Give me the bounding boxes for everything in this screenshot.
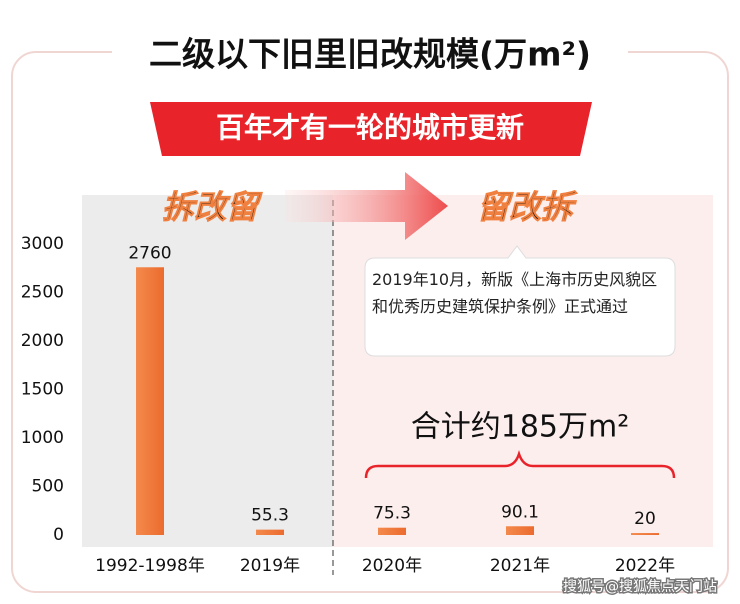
value-label: 20 — [634, 509, 656, 529]
x-tick-label: 2021年 — [490, 556, 550, 576]
y-tick-label: 500 — [32, 477, 64, 497]
bar — [136, 267, 164, 535]
y-tick-label: 1500 — [21, 380, 64, 400]
watermark: 搜狐号@搜狐焦点天门站 — [563, 579, 717, 595]
value-label: 2760 — [128, 243, 171, 263]
brace — [364, 450, 676, 479]
y-tick-label: 3000 — [21, 234, 64, 254]
title-bg — [112, 36, 628, 76]
y-tick-label: 1000 — [21, 428, 64, 448]
banner — [150, 102, 592, 156]
bar — [256, 529, 284, 535]
x-tick-label: 2019年 — [240, 556, 300, 576]
left-panel — [82, 195, 333, 547]
label-right: 留改拆 — [477, 188, 578, 226]
x-tick-label: 2020年 — [362, 556, 422, 576]
callout-text: 2019年10月，新版《上海市历史风貌区和优秀历史建筑保护条例》正式通过 — [372, 270, 658, 316]
y-tick-label: 2500 — [21, 283, 64, 303]
value-label: 90.1 — [501, 502, 539, 522]
callout — [364, 245, 676, 357]
value-label: 55.3 — [251, 506, 289, 526]
arrow — [285, 172, 448, 240]
chart-title: 二级以下旧里旧改规模(万m²) — [149, 35, 591, 74]
x-tick-label: 2022年 — [615, 556, 675, 576]
bar — [506, 526, 534, 535]
subtitle: 百年才有一轮的城市更新 — [216, 111, 524, 144]
y-tick-label: 0 — [53, 525, 64, 545]
bar — [631, 533, 659, 535]
right-panel — [333, 195, 713, 547]
bar — [378, 527, 406, 535]
value-label: 75.3 — [373, 504, 411, 524]
x-tick-label: 1992-1998年 — [95, 556, 205, 576]
total-label: 合计约185万m² — [411, 410, 630, 445]
label-left: 拆改留 — [162, 188, 263, 226]
y-tick-label: 2000 — [21, 331, 64, 351]
